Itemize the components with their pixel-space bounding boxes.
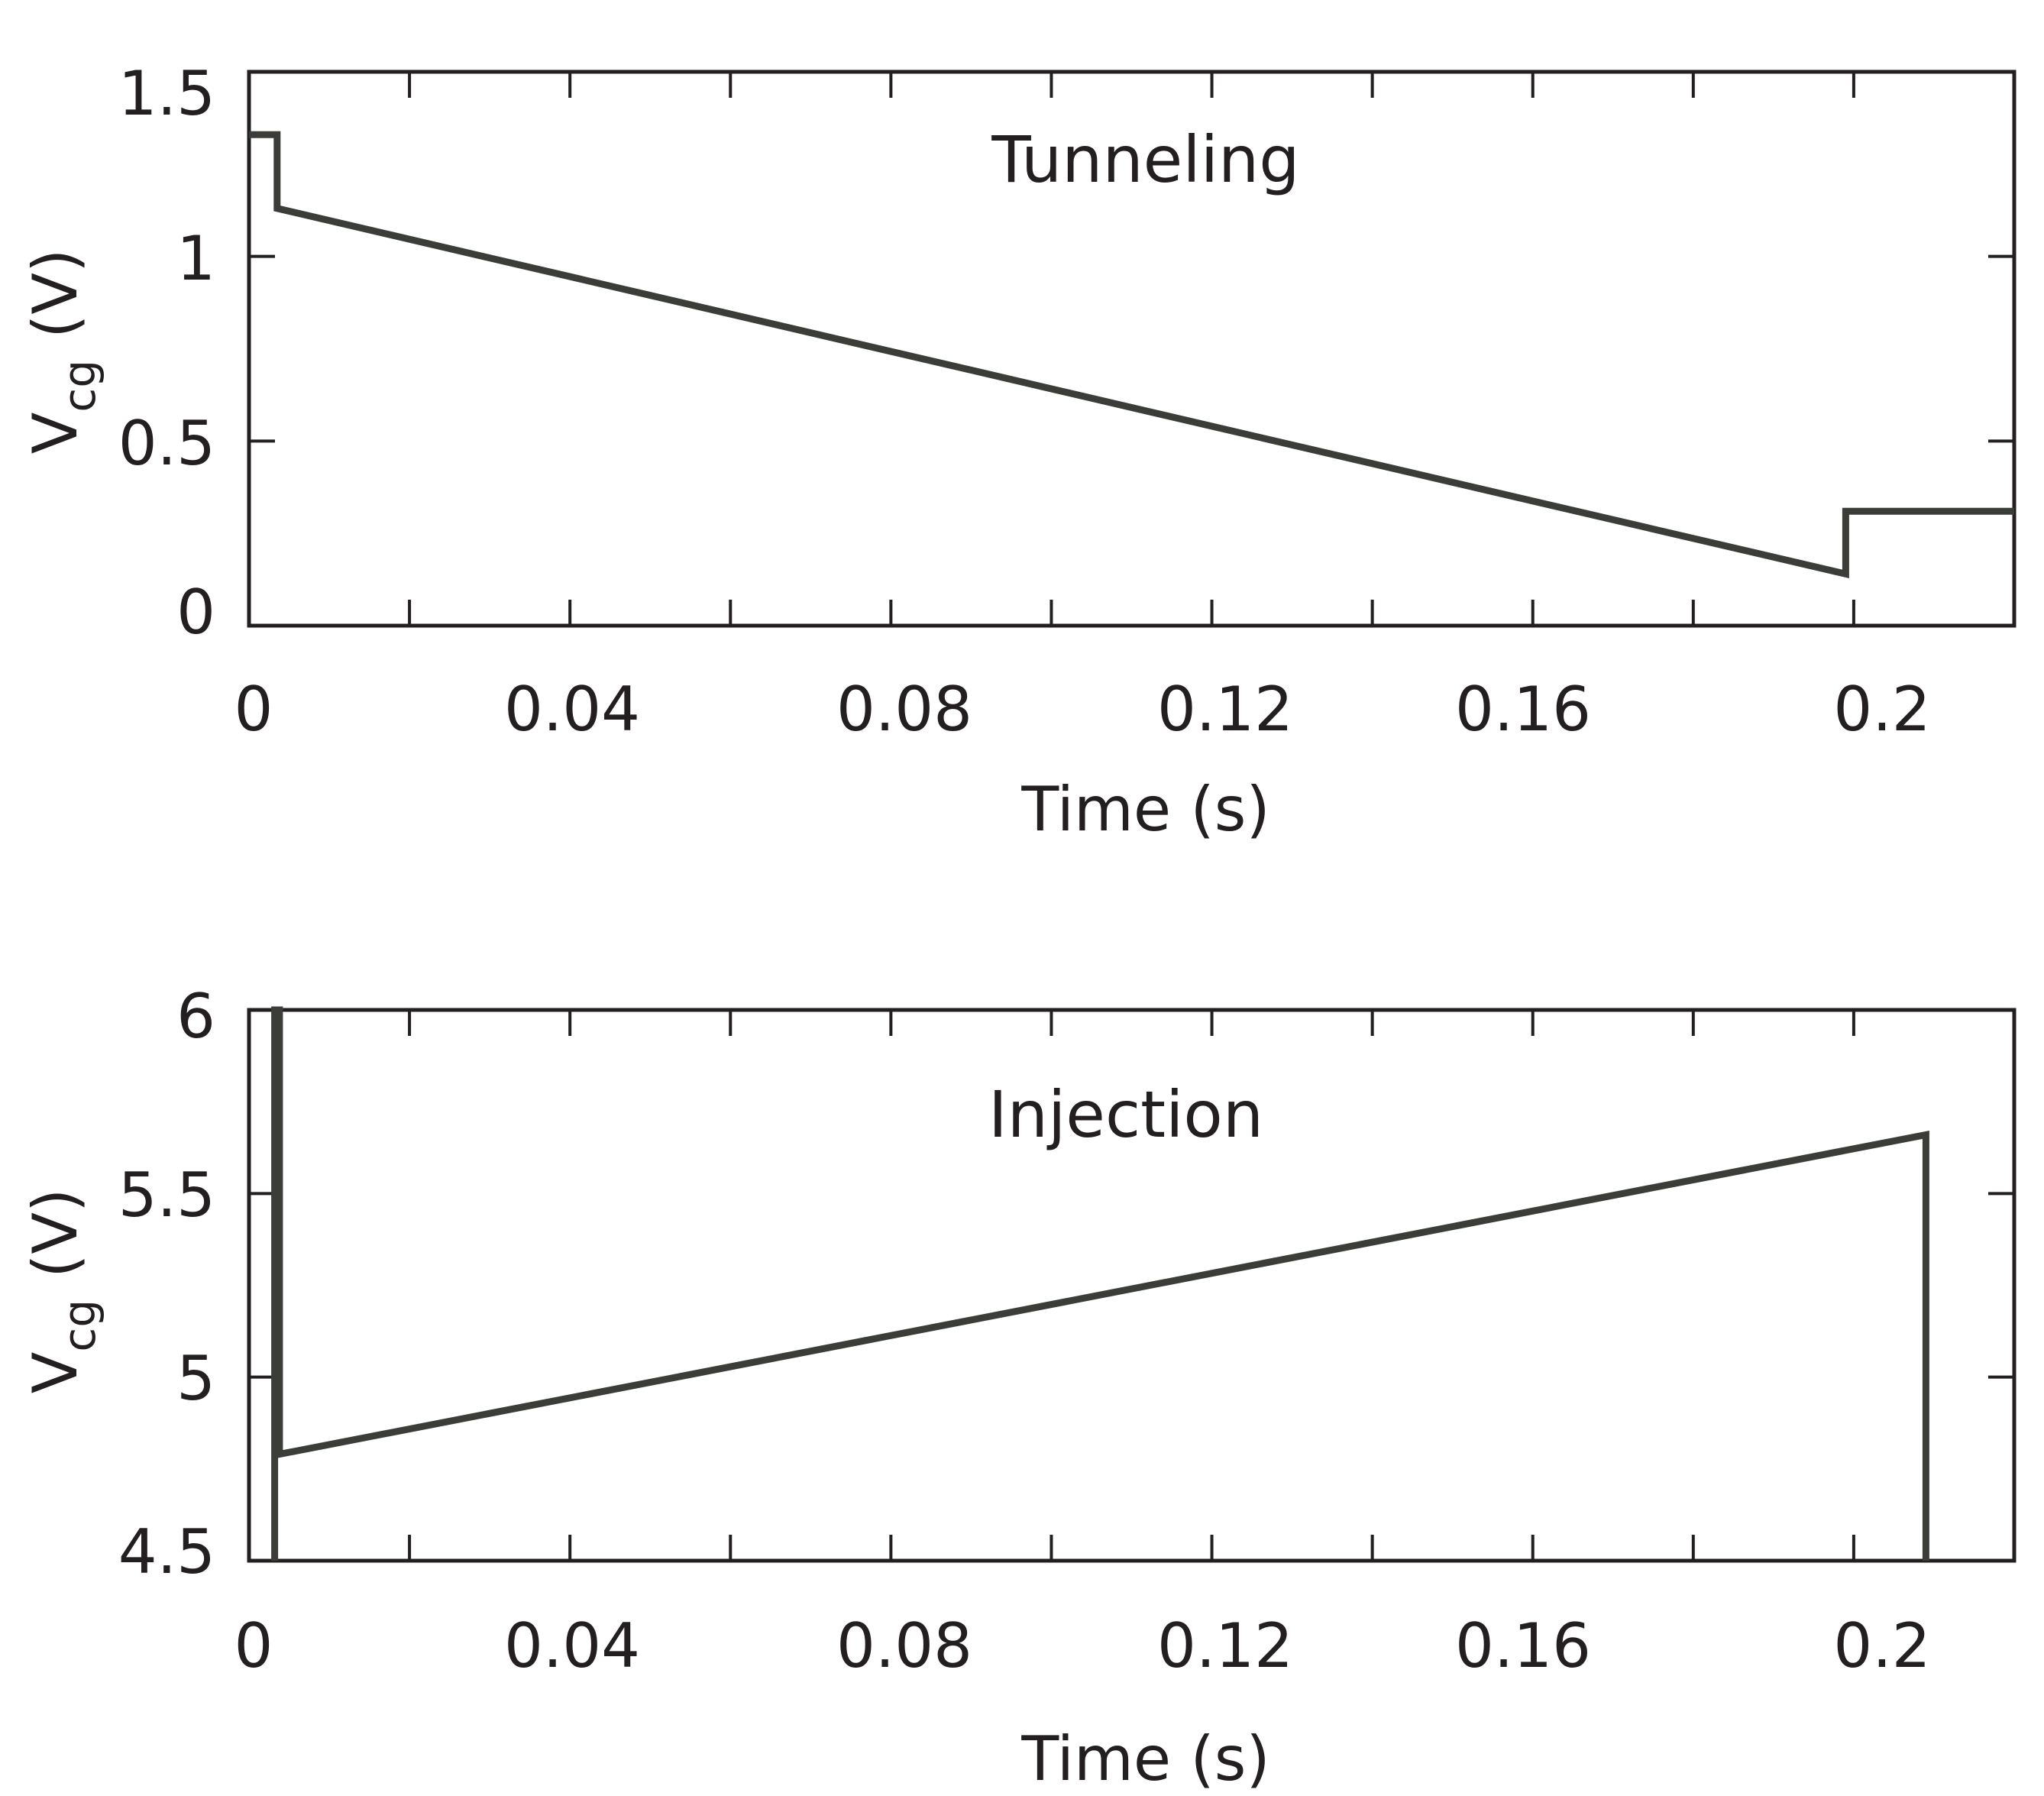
xtick-label: 0.2 — [1833, 1610, 1930, 1681]
xtick-label: 0.2 — [1833, 674, 1930, 745]
ytick-label: 1 — [176, 223, 215, 294]
x-axis-label: Time (s) — [1020, 774, 1269, 845]
vcg-trace — [249, 131, 2014, 578]
ytick-label: 4.5 — [118, 1516, 215, 1587]
xtick-label: 0.04 — [504, 1610, 640, 1681]
plot-frame — [247, 70, 2017, 628]
ylabel-subscript: cg — [53, 1299, 105, 1352]
x-axis-label: Time (s) — [1020, 1723, 1269, 1794]
ylabel-subscript: cg — [53, 360, 105, 413]
tick-marks — [249, 1010, 2014, 1561]
xtick-label: 0.08 — [836, 674, 972, 745]
xtick-label: 0.04 — [504, 674, 640, 745]
ytick-label: 0.5 — [118, 408, 215, 479]
xtick-label: 0.16 — [1455, 674, 1591, 745]
ylabel-symbol: V — [20, 1351, 91, 1393]
y-axis-label: Vcg (V) — [20, 1189, 105, 1394]
ytick-label: 5 — [176, 1343, 215, 1414]
svg-text:Vcg(V): Vcg (V) — [20, 249, 105, 455]
xtick-label: 0 — [234, 674, 273, 745]
y-axis-label: Vcg (V) — [20, 249, 105, 455]
injection-panel: Injection 4.5 5 5.5 6 0 0.04 0.08 0.12 0… — [20, 981, 2017, 1794]
ytick-label: 1.5 — [118, 58, 215, 129]
xtick-label: 0.12 — [1157, 674, 1293, 745]
tick-marks — [249, 72, 2014, 626]
xtick-label: 0.08 — [836, 1610, 972, 1681]
annotation-label: Injection — [988, 1077, 1263, 1152]
ytick-label: 5.5 — [118, 1160, 215, 1231]
tunneling-panel: Tunneling 1.5 1 0.5 0 0 0.04 0.08 0.12 0… — [20, 58, 2017, 845]
xtick-label: 0 — [234, 1610, 273, 1681]
plot-frame — [247, 1008, 2017, 1563]
ylabel-symbol: V — [20, 412, 91, 454]
ytick-label: 0 — [176, 577, 215, 648]
ylabel-unit: (V) — [20, 1189, 91, 1278]
vcg-trace — [271, 1006, 1929, 1561]
annotation-label: Tunneling — [991, 122, 1299, 197]
ytick-label: 6 — [176, 981, 215, 1052]
ylabel-unit: (V) — [20, 249, 91, 338]
xtick-label: 0.12 — [1157, 1610, 1293, 1681]
svg-text:Vcg(V): Vcg (V) — [20, 1189, 105, 1394]
xtick-label: 0.16 — [1455, 1610, 1591, 1681]
